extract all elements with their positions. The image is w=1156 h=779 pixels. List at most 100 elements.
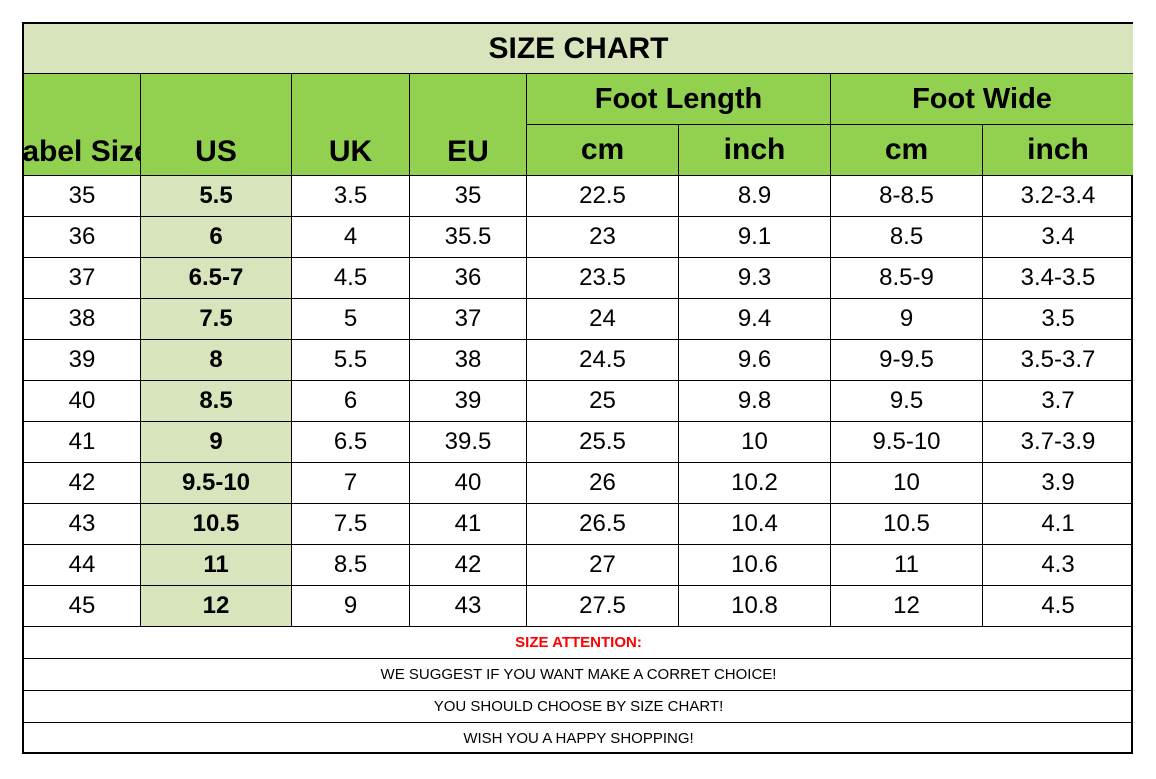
cell-wide-cm: 8.5 <box>831 217 983 258</box>
cell-len-inch: 10.8 <box>679 586 831 627</box>
cell-wide-inch: 4.5 <box>983 586 1133 627</box>
header-label-size-text: Label Size <box>24 135 140 168</box>
header-wide-inch: inch <box>983 125 1133 176</box>
header-wide-cm: cm <box>831 125 983 176</box>
cell-label: 35 <box>24 176 141 217</box>
cell-eu: 39.5 <box>410 422 527 463</box>
cell-wide-cm: 9.5-10 <box>831 422 983 463</box>
cell-uk: 9 <box>292 586 410 627</box>
header-foot-wide: Foot Wide <box>831 74 1133 125</box>
cell-us: 10.5 <box>141 504 292 545</box>
header-length-cm: cm <box>527 125 679 176</box>
cell-eu: 37 <box>410 299 527 340</box>
cell-wide-cm: 9.5 <box>831 381 983 422</box>
cell-eu: 40 <box>410 463 527 504</box>
cell-eu: 36 <box>410 258 527 299</box>
cell-wide-inch: 3.4 <box>983 217 1133 258</box>
cell-wide-cm: 9 <box>831 299 983 340</box>
cell-len-cm: 26.5 <box>527 504 679 545</box>
cell-wide-inch: 4.3 <box>983 545 1133 586</box>
cell-us: 6 <box>141 217 292 258</box>
header-us: US <box>141 74 292 176</box>
cell-us: 6.5-7 <box>141 258 292 299</box>
cell-us: 8 <box>141 340 292 381</box>
cell-len-cm: 24 <box>527 299 679 340</box>
cell-wide-inch: 3.4-3.5 <box>983 258 1133 299</box>
cell-label: 42 <box>24 463 141 504</box>
cell-wide-inch: 3.7 <box>983 381 1133 422</box>
header-length-inch: inch <box>679 125 831 176</box>
cell-eu: 43 <box>410 586 527 627</box>
cell-uk: 3.5 <box>292 176 410 217</box>
cell-eu: 38 <box>410 340 527 381</box>
header-label-size: Label Size <box>24 74 141 176</box>
cell-len-inch: 9.8 <box>679 381 831 422</box>
cell-wide-cm: 8-8.5 <box>831 176 983 217</box>
cell-label: 43 <box>24 504 141 545</box>
cell-uk: 7.5 <box>292 504 410 545</box>
cell-wide-inch: 3.2-3.4 <box>983 176 1133 217</box>
cell-label: 39 <box>24 340 141 381</box>
cell-len-inch: 10.6 <box>679 545 831 586</box>
cell-us: 9 <box>141 422 292 463</box>
choose-note: YOU SHOULD CHOOSE BY SIZE CHART! <box>24 691 1133 723</box>
cell-label: 37 <box>24 258 141 299</box>
happy-shopping-note: WISH YOU A HAPPY SHOPPING! <box>463 730 694 747</box>
cell-uk: 4 <box>292 217 410 258</box>
cell-wide-inch: 3.7-3.9 <box>983 422 1133 463</box>
cell-len-inch: 9.1 <box>679 217 831 258</box>
cell-len-cm: 22.5 <box>527 176 679 217</box>
cell-uk: 8.5 <box>292 545 410 586</box>
cell-uk: 5 <box>292 299 410 340</box>
cell-uk: 7 <box>292 463 410 504</box>
cell-us: 12 <box>141 586 292 627</box>
cell-len-cm: 25 <box>527 381 679 422</box>
cell-wide-cm: 9-9.5 <box>831 340 983 381</box>
cell-label: 41 <box>24 422 141 463</box>
cell-uk: 4.5 <box>292 258 410 299</box>
cell-len-inch: 9.6 <box>679 340 831 381</box>
header-foot-length: Foot Length <box>527 74 831 125</box>
cell-len-cm: 24.5 <box>527 340 679 381</box>
cell-len-cm: 23.5 <box>527 258 679 299</box>
cell-len-cm: 27 <box>527 545 679 586</box>
cell-wide-inch: 3.5-3.7 <box>983 340 1133 381</box>
cell-label: 40 <box>24 381 141 422</box>
cell-eu: 35 <box>410 176 527 217</box>
cell-len-inch: 8.9 <box>679 176 831 217</box>
cell-wide-cm: 10.5 <box>831 504 983 545</box>
cell-eu: 41 <box>410 504 527 545</box>
size-chart-table: SIZE CHART Label Size US UK EU Foot Leng… <box>22 22 1133 754</box>
cell-uk: 6.5 <box>292 422 410 463</box>
chart-title: SIZE CHART <box>24 24 1133 74</box>
cell-eu: 35.5 <box>410 217 527 258</box>
cell-len-inch: 9.4 <box>679 299 831 340</box>
cell-wide-inch: 4.1 <box>983 504 1133 545</box>
cell-eu: 39 <box>410 381 527 422</box>
cell-wide-cm: 11 <box>831 545 983 586</box>
cell-label: 45 <box>24 586 141 627</box>
suggest-note: WE SUGGEST IF YOU WANT MAKE A CORRET CHO… <box>24 659 1133 691</box>
cell-label: 36 <box>24 217 141 258</box>
cell-wide-inch: 3.5 <box>983 299 1133 340</box>
cell-wide-cm: 12 <box>831 586 983 627</box>
cell-us: 9.5-10 <box>141 463 292 504</box>
size-attention-note: SIZE ATTENTION: <box>24 627 1133 659</box>
cell-len-cm: 26 <box>527 463 679 504</box>
cell-eu: 42 <box>410 545 527 586</box>
cell-us: 7.5 <box>141 299 292 340</box>
cell-us: 8.5 <box>141 381 292 422</box>
cell-uk: 6 <box>292 381 410 422</box>
cell-label: 38 <box>24 299 141 340</box>
cell-len-inch: 10.2 <box>679 463 831 504</box>
cell-label: 44 <box>24 545 141 586</box>
cell-uk: 5.5 <box>292 340 410 381</box>
cell-len-cm: 23 <box>527 217 679 258</box>
cell-wide-cm: 8.5-9 <box>831 258 983 299</box>
cell-us: 5.5 <box>141 176 292 217</box>
cell-wide-cm: 10 <box>831 463 983 504</box>
cell-len-inch: 10 <box>679 422 831 463</box>
cell-len-cm: 25.5 <box>527 422 679 463</box>
header-uk: UK <box>292 74 410 176</box>
cell-len-cm: 27.5 <box>527 586 679 627</box>
